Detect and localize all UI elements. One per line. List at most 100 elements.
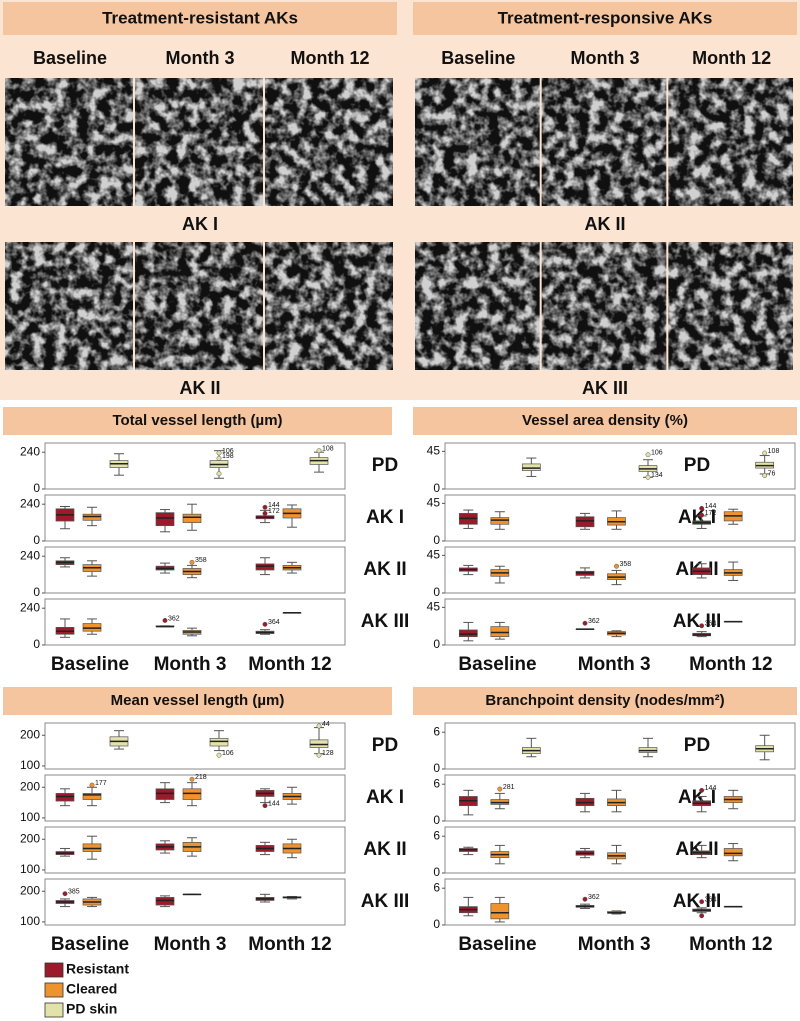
outlier-id: 144 (705, 785, 717, 792)
row-frame (44, 598, 346, 646)
outlier (699, 623, 705, 629)
outlier-id: 362 (168, 615, 180, 622)
chart-title: Mean vessel length (µm) (111, 692, 285, 709)
image-section-bg (0, 0, 800, 400)
outlier (762, 450, 768, 456)
row-label: AK II (584, 214, 625, 234)
outlier-id: 358 (195, 557, 207, 564)
micrograph (415, 242, 540, 370)
outlier-id: 218 (195, 774, 207, 781)
outlier (262, 621, 268, 627)
y-tick-label: 100 (20, 758, 40, 772)
y-tick-label: 200 (20, 883, 40, 897)
micrograph (415, 78, 540, 206)
box (182, 513, 202, 523)
y-tick-label: 45 (427, 444, 441, 458)
row-label: AK II (179, 378, 220, 398)
y-tick-label: 0 (433, 585, 440, 599)
outlier-id: 358 (620, 561, 632, 568)
row-label: AK III (673, 891, 722, 912)
row-frame (44, 878, 346, 926)
box (490, 903, 510, 920)
row-frame (44, 442, 346, 490)
row-label: PD (684, 455, 710, 476)
group-label: Month 12 (689, 934, 772, 955)
outlier (645, 452, 651, 458)
micrograph (135, 242, 263, 370)
row-frame (444, 878, 796, 926)
outlier (189, 776, 195, 782)
row-frame (44, 546, 346, 594)
y-tick-label: 45 (427, 600, 441, 614)
box (155, 788, 175, 800)
y-tick-label: 0 (433, 813, 440, 827)
row-frame (444, 598, 796, 646)
y-tick-label: 240 (20, 600, 40, 614)
outlier-id: 198 (222, 453, 234, 460)
outlier (262, 510, 268, 516)
y-tick-label: 0 (433, 637, 440, 651)
box (723, 848, 743, 857)
row-frame (44, 774, 346, 822)
outlier-id: 362 (588, 894, 600, 901)
y-tick-label: 200 (20, 727, 40, 741)
y-tick-label: 200 (20, 779, 40, 793)
y-tick-label: 100 (20, 914, 40, 928)
group-label: Month 12 (248, 934, 331, 955)
outlier (762, 473, 768, 479)
y-tick-label: 6 (433, 724, 440, 738)
box (255, 563, 275, 571)
outlier-id: 144 (705, 503, 717, 510)
group-label: Month 3 (578, 654, 651, 675)
outlier-id: 108 (322, 446, 334, 453)
outlier-id: 364 (268, 619, 280, 626)
box (82, 513, 102, 521)
group-label: Month 3 (154, 654, 227, 675)
outlier-id: 106 (222, 448, 234, 455)
row-label: PD (372, 455, 398, 476)
box (575, 516, 595, 528)
row-label: AK I (366, 507, 404, 528)
column-label: Month 12 (291, 48, 370, 68)
y-tick-label: 45 (427, 496, 441, 510)
micrograph (135, 78, 263, 206)
box (490, 517, 510, 525)
panel-header-bg (413, 2, 797, 35)
outlier (614, 563, 619, 569)
y-tick-label: 6 (433, 880, 440, 894)
legend-swatch (44, 1002, 64, 1018)
outlier-id: 106 (222, 750, 234, 757)
micrograph (541, 78, 667, 206)
outlier (216, 752, 222, 758)
micrograph (668, 78, 793, 206)
outlier (262, 504, 268, 510)
chart-title: Total vessel length (µm) (112, 412, 282, 429)
row-label: AK III (361, 611, 410, 632)
y-tick-label: 0 (33, 533, 40, 547)
outlier-id: 364 (705, 897, 717, 904)
outlier (316, 448, 322, 454)
legend-label: Resistant (66, 961, 129, 977)
group-label: Baseline (51, 934, 129, 955)
outlier (699, 899, 705, 905)
outlier-id: 106 (651, 450, 663, 457)
group-label: Month 3 (578, 934, 651, 955)
panel-title: Treatment-responsive AKs (498, 8, 713, 27)
column-label: Month 3 (571, 48, 640, 68)
outlier (189, 559, 195, 565)
outlier-id: 172 (705, 510, 717, 517)
micrograph (265, 242, 393, 370)
panel-title: Treatment-resistant AKs (102, 8, 298, 27)
y-tick-label: 0 (433, 481, 440, 495)
row-frame (444, 494, 796, 542)
y-tick-label: 0 (433, 917, 440, 931)
y-tick-label: 100 (20, 810, 40, 824)
y-tick-label: 6 (433, 776, 440, 790)
outlier (262, 803, 268, 809)
row-frame (44, 722, 346, 770)
outlier-id: 76 (768, 470, 776, 477)
y-tick-label: 100 (20, 862, 40, 876)
group-label: Baseline (51, 654, 129, 675)
row-label: AK III (582, 378, 628, 398)
